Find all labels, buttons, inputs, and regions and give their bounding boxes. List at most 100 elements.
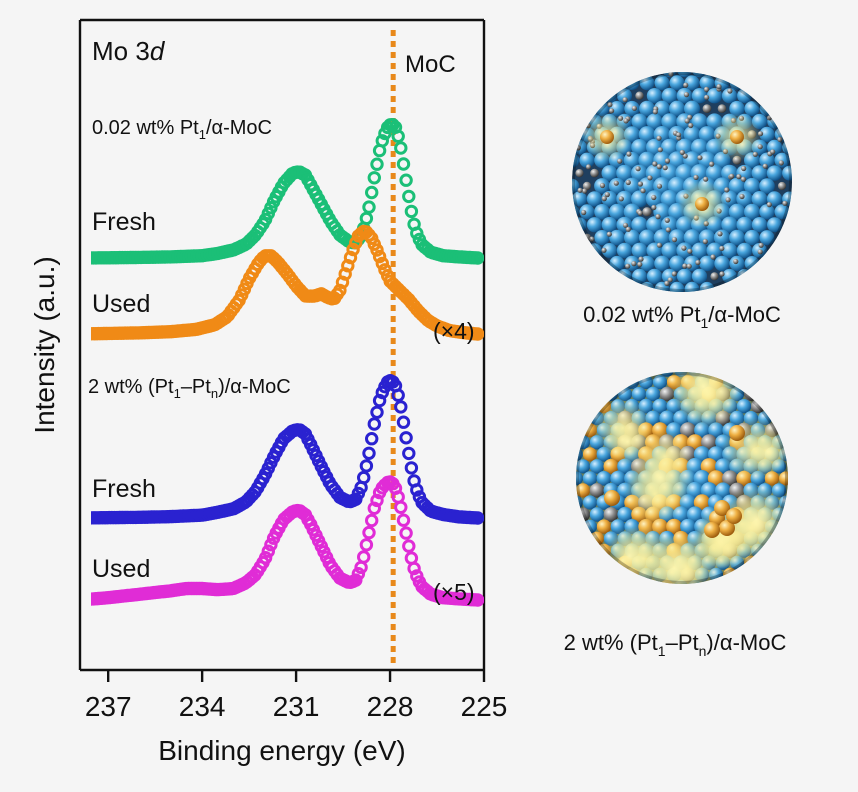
atom (647, 175, 653, 181)
atom (613, 180, 619, 186)
data-point (370, 405, 384, 419)
data-point (359, 211, 374, 226)
x-tick-label: 237 (85, 691, 132, 722)
atom (707, 470, 725, 487)
atom (690, 138, 709, 156)
atom (684, 75, 700, 91)
atom (691, 88, 708, 104)
atom (716, 84, 722, 90)
atom (697, 155, 703, 161)
atom (676, 268, 693, 284)
atom (759, 204, 775, 220)
atom (635, 166, 641, 172)
atom (710, 254, 716, 260)
atom (695, 259, 701, 266)
atom (751, 191, 768, 207)
atom (656, 183, 663, 189)
atom (645, 386, 661, 402)
data-point (91, 254, 92, 262)
atom (680, 518, 696, 535)
atom (700, 482, 718, 499)
atom (654, 100, 670, 117)
atom (714, 255, 730, 272)
atom (717, 104, 727, 113)
atom (664, 158, 671, 164)
atom (719, 245, 725, 251)
atom (726, 508, 742, 524)
atom (758, 242, 764, 248)
atom (660, 138, 679, 156)
atom (682, 153, 688, 159)
atom (599, 182, 606, 189)
atom (631, 113, 648, 130)
atom (777, 136, 783, 142)
atom (695, 197, 709, 211)
atom (668, 229, 686, 246)
atom (662, 165, 668, 171)
atom (590, 168, 599, 178)
atom (631, 164, 648, 182)
atom (632, 268, 647, 284)
atom (646, 88, 663, 104)
atom (601, 247, 607, 253)
data-point (359, 538, 374, 552)
atom (660, 190, 679, 208)
atom (671, 237, 678, 243)
atom (579, 204, 595, 220)
atom (655, 214, 661, 220)
atom (651, 204, 657, 211)
atom (725, 197, 731, 203)
atom (671, 271, 677, 277)
atom (680, 422, 696, 439)
atom (607, 102, 613, 108)
atom (616, 190, 633, 208)
atom (679, 149, 685, 155)
model-label-1: 0.02 wt% Pt1/α-MoC (583, 302, 781, 331)
data-point (365, 432, 379, 446)
atom (581, 188, 588, 194)
atom (622, 97, 628, 103)
atom (651, 194, 657, 201)
atom (609, 108, 615, 114)
atom (774, 152, 790, 168)
atom (686, 263, 692, 269)
atom (774, 204, 790, 220)
atom (631, 139, 648, 156)
data-point (375, 256, 389, 271)
atom (639, 75, 655, 91)
atom (638, 151, 656, 169)
atom (601, 165, 618, 182)
data-point (365, 513, 379, 528)
atom (698, 126, 716, 143)
atom (664, 280, 670, 286)
atom (623, 222, 629, 228)
atom (686, 434, 704, 451)
atom (729, 100, 745, 117)
group-label-2: 2 wt% (Pt1–Ptn)/α-MoC (88, 376, 291, 401)
atom (582, 471, 598, 486)
atom (604, 490, 620, 506)
atom (661, 242, 678, 259)
panel-title: Mo 3d (92, 36, 166, 66)
data-point (394, 500, 408, 514)
atom (586, 217, 603, 233)
data-point (367, 501, 381, 515)
atom (751, 165, 768, 182)
data-point (372, 249, 387, 264)
atom (575, 169, 584, 178)
data-point (399, 526, 413, 540)
atom (759, 152, 775, 168)
atom (668, 72, 674, 77)
atom (740, 176, 747, 182)
data-point (91, 596, 92, 604)
atom (714, 500, 730, 516)
atom (705, 164, 724, 182)
series-1 (91, 118, 484, 265)
atom (617, 158, 623, 164)
data-point (399, 431, 413, 445)
atom (729, 229, 745, 246)
data-point (471, 251, 484, 265)
atom (669, 100, 685, 117)
atom (654, 75, 670, 91)
